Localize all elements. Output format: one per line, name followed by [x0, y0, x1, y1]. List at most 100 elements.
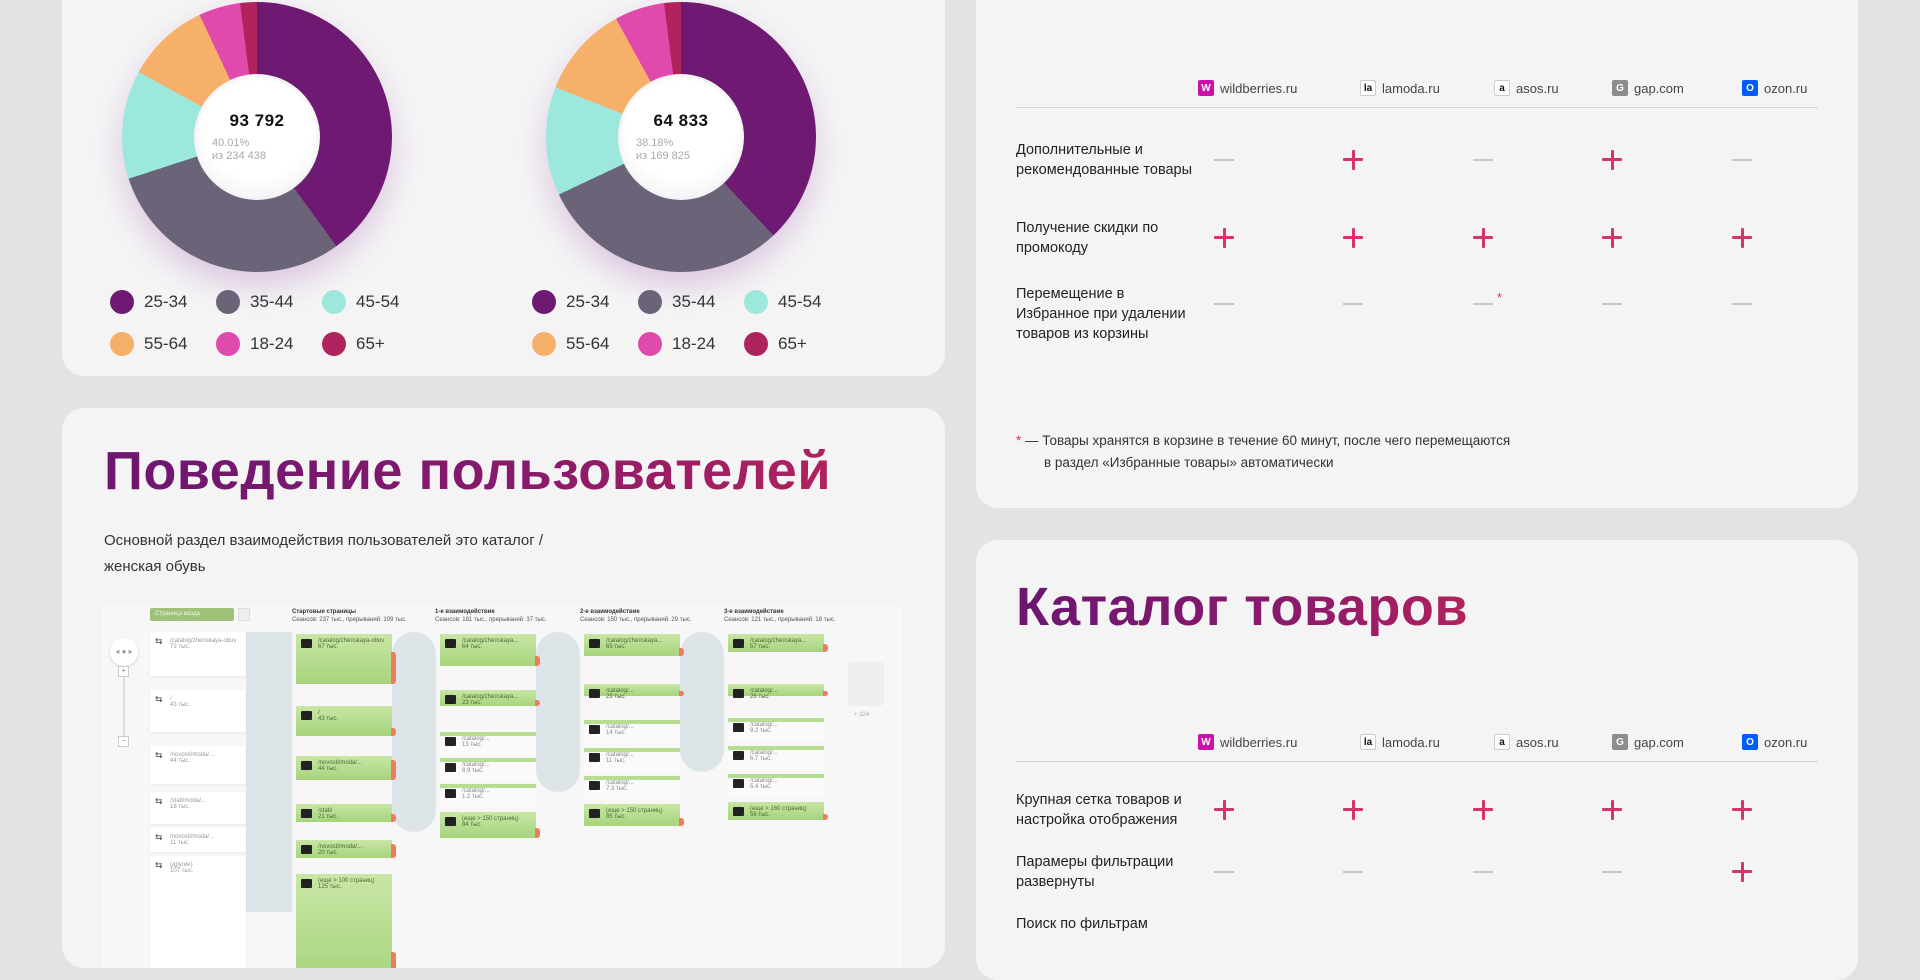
footnote-marker: *	[1497, 290, 1503, 305]
feature-label: Получение скидки по промокоду	[1016, 220, 1159, 256]
legend-swatch-icon	[638, 290, 662, 314]
flow-page-node[interactable]: /catalog/zhenskaya... 65 тыс.	[584, 634, 684, 656]
zoom-out-button[interactable]: −	[118, 736, 129, 747]
flow-page-node[interactable]: (еще > 150 страниц) 84 тыс.	[440, 812, 540, 838]
footnote: * — Товары хранятся в корзине в течение …	[1016, 433, 1511, 470]
flow-page-node[interactable]: /catalog/... 9.2 тыс.	[728, 718, 824, 742]
section-title: Поведение пользователей	[104, 441, 832, 501]
flow-page-node[interactable]: /catalog/... 1.2 тыс.	[440, 784, 536, 808]
donut-chart-2: 64 833 38.18% из 169 825	[546, 2, 816, 272]
flow-page-node[interactable]: /catalog/zhenskaya... 23 тыс.	[440, 690, 540, 706]
shop-asos: a asos.ru	[1494, 80, 1559, 96]
legend-item: 18-24	[216, 332, 293, 356]
shop-lamoda: la lamoda.ru	[1360, 734, 1440, 750]
legend-label: 65+	[778, 334, 807, 353]
minus-icon	[1212, 148, 1236, 172]
flow-page-node[interactable]: /catalog/... 7.3 тыс.	[584, 776, 680, 800]
flow-link	[392, 632, 436, 832]
plus-icon	[1212, 798, 1236, 822]
flow-page-node[interactable]: /novosti/moda/... 20 тыс.	[296, 840, 396, 858]
plus-icon	[1600, 226, 1624, 250]
flow-column-header: 2-е взаимодействие Сеансов: 150 тыс., пре…	[580, 609, 692, 623]
flow-page-node[interactable]: /catalog/... 6.7 тыс.	[728, 746, 824, 770]
flow-page-node[interactable]: /catalog/... 5.4 тыс.	[728, 774, 824, 798]
shop-name: lamoda.ru	[1382, 734, 1440, 750]
pan-control[interactable]: ◂ ● ▸	[110, 638, 138, 666]
minus-icon	[1341, 860, 1365, 884]
flow-page-node[interactable]: (еще > 150 страниц) 85 тыс.	[584, 804, 684, 826]
user-behavior-card: Поведение пользователей Основной раздел …	[62, 408, 945, 968]
legend-item: 35-44	[638, 290, 715, 314]
flow-source-node[interactable]: /novosti/moda/...44 тыс.	[150, 746, 246, 784]
flow-page-node[interactable]: /catalog/... 8.9 тыс.	[440, 758, 536, 782]
plus-icon	[1730, 798, 1754, 822]
entry-page-dropdown[interactable]: Страница входа	[150, 608, 234, 621]
donut-value: 64 833	[653, 111, 709, 130]
flow-page-node[interactable]: /catalog/zhenskaya... 64 тыс.	[440, 634, 540, 666]
zoom-in-button[interactable]: +	[118, 666, 129, 677]
legend-label: 55-64	[566, 334, 610, 353]
ozon-logo-icon: O	[1742, 80, 1758, 96]
flow-page-node[interactable]: (еще > 160 страниц) 56 тыс.	[728, 802, 828, 820]
behavior-flow-chart: ◂ ● ▸ + − Страница входа Стартовые стран…	[102, 606, 902, 968]
minus-icon	[1212, 860, 1236, 884]
shop-name: wildberries.ru	[1220, 734, 1298, 750]
minus-icon	[1471, 148, 1495, 172]
donut-percent: 38.18%	[636, 137, 674, 149]
flow-page-node[interactable]: /stati/21 тыс.	[296, 804, 396, 822]
flow-page-node[interactable]: /catalog/... 26 тыс.	[728, 684, 828, 700]
zoom-slider-track[interactable]	[123, 670, 125, 742]
flow-link	[680, 632, 724, 772]
legend-item: 18-24	[638, 332, 715, 356]
shop-name: wildberries.ru	[1220, 80, 1298, 96]
minus-icon	[1341, 292, 1365, 316]
legend-swatch-icon	[216, 290, 240, 314]
legend-item: 65+	[322, 332, 385, 356]
legend-item: 45-54	[744, 290, 821, 314]
legend-label: 55-64	[144, 334, 188, 353]
legend-item: 25-34	[110, 290, 187, 314]
legend-item: 55-64	[110, 332, 187, 356]
wildberries-logo-icon: W	[1198, 734, 1214, 750]
legend-swatch-icon	[216, 332, 240, 356]
gap-logo-icon: G	[1612, 80, 1628, 96]
flow-page-node[interactable]: /catalog/zhenskaya-obuv 67 тыс.	[296, 634, 396, 684]
lamoda-logo-icon: la	[1360, 734, 1376, 750]
legend-item: 35-44	[216, 290, 293, 314]
donut-total: из 169 825	[636, 150, 691, 162]
feature-label: Перемещение в Избранное при удалении тов…	[1016, 286, 1186, 342]
legend-item: 25-34	[532, 290, 609, 314]
flow-source-node[interactable]: /novosti/moda/...11 тыс.	[150, 828, 246, 852]
flow-page-node[interactable]: /novosti/moda/... 44 тыс.	[296, 756, 396, 780]
flow-source-node[interactable]: /stati/moda/...18 тыс.	[150, 792, 246, 824]
flow-page-node[interactable]: /catalog/... 14 тыс.	[584, 720, 680, 744]
flow-page-node[interactable]: /catalog/... 29 тыс.	[584, 684, 684, 700]
flow-page-node[interactable]: /catalog/... 11 тыс.	[584, 748, 680, 772]
more-pages-link[interactable]: + 324	[854, 712, 870, 718]
plus-icon	[1471, 226, 1495, 250]
donut-chart-1: 93 792 40.01% из 234 438	[122, 2, 392, 272]
flow-source-node[interactable]: (другие)107 тыс.	[150, 856, 246, 968]
flow-source-node[interactable]: /43 тыс.	[150, 690, 246, 732]
donut-value: 93 792	[229, 111, 285, 130]
feature-label: Парамеры фильтрации развернуты	[1016, 854, 1174, 890]
plus-icon	[1212, 226, 1236, 250]
section-title: Каталог товаров	[1016, 577, 1469, 637]
legend-swatch-icon	[110, 332, 134, 356]
minus-icon	[1212, 292, 1236, 316]
minus-icon	[1730, 148, 1754, 172]
flow-settings-button[interactable]	[238, 608, 250, 621]
flow-page-node[interactable]: (еще > 100 страниц) 125 тыс.	[296, 874, 396, 968]
plus-icon	[1730, 860, 1754, 884]
flow-page-node[interactable]: /catalog/zhenskaya... 57 тыс.	[728, 634, 828, 652]
flow-page-node[interactable]: /catalog/... 13 тыс.	[440, 732, 536, 756]
legend-item: 45-54	[322, 290, 399, 314]
legend-swatch-icon	[744, 332, 768, 356]
flow-page-node[interactable]: /43 тыс.	[296, 706, 396, 736]
